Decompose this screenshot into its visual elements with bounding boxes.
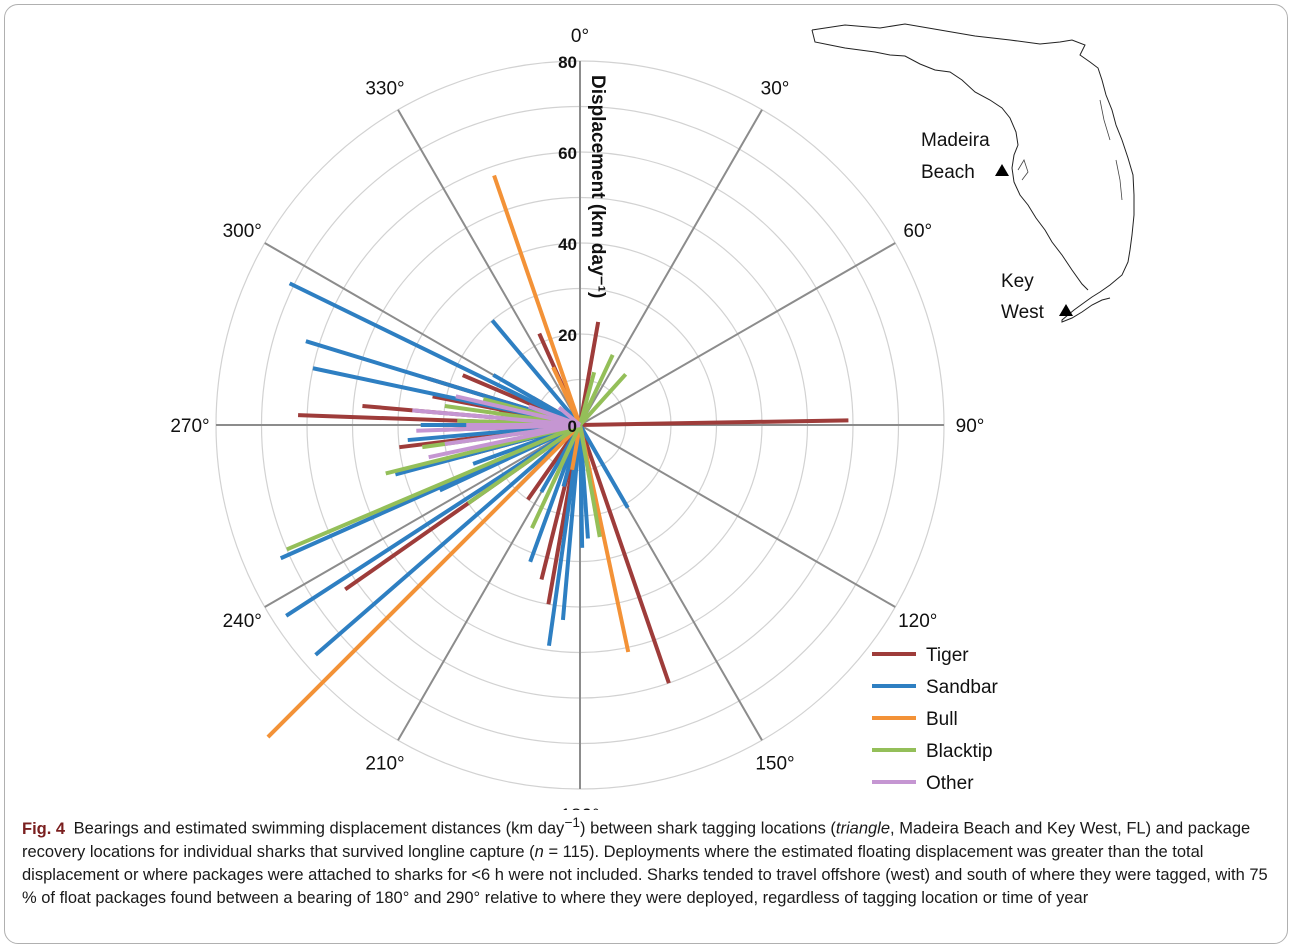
caption-italic-n: n bbox=[534, 842, 544, 861]
triangle-icon bbox=[995, 164, 1009, 176]
data-line-bull bbox=[492, 174, 582, 426]
data-line-blacktip bbox=[578, 371, 597, 426]
polar-grid bbox=[215, 60, 945, 790]
caption-italic-triangle: triangle bbox=[835, 819, 891, 838]
angular-tick-label: 150° bbox=[755, 754, 794, 775]
radial-tick-label: 60 bbox=[558, 144, 577, 163]
angular-tick-label: 60° bbox=[903, 221, 932, 242]
radial-tick-label: 40 bbox=[558, 235, 577, 254]
grid-spoke bbox=[397, 109, 581, 426]
data-line-blacktip bbox=[578, 424, 602, 538]
data-line-blacktip bbox=[578, 354, 615, 426]
radial-tick-label: 20 bbox=[558, 326, 577, 345]
data-line-other bbox=[455, 394, 581, 427]
data-line-other bbox=[444, 423, 581, 446]
caption-text-1: Bearings and estimated swimming displace… bbox=[69, 819, 565, 838]
grid-spoke bbox=[579, 242, 896, 426]
angular-tick-label: 270° bbox=[170, 416, 209, 437]
angular-tick-label: 330° bbox=[365, 78, 404, 99]
data-line-other bbox=[412, 408, 581, 427]
legend-item-sandbar: Sandbar bbox=[872, 677, 999, 698]
legend-label-other: Other bbox=[926, 773, 974, 794]
data-line-tiger bbox=[579, 418, 849, 427]
data-line-blacktip bbox=[467, 423, 582, 505]
legend-label-tiger: Tiger bbox=[926, 645, 969, 666]
map-label-beach: Beach bbox=[921, 162, 975, 183]
caption-superscript: −1 bbox=[564, 815, 580, 830]
grid-spoke bbox=[264, 424, 581, 608]
data-line-blacktip bbox=[578, 372, 628, 427]
figure-frame bbox=[4, 4, 1288, 944]
data-line-tiger bbox=[578, 424, 671, 684]
radial-tick-label: 80 bbox=[558, 53, 577, 72]
data-line-other bbox=[528, 404, 581, 427]
angular-tick-label: 240° bbox=[223, 611, 262, 632]
angular-tick-labels: 0° 30° 60° 90° 120° 150° 180° 210° 240° 270° 300° 3… bbox=[170, 26, 984, 810]
data-line-sandbar bbox=[492, 373, 581, 427]
legend-label-blacktip: Blacktip bbox=[926, 741, 993, 762]
angular-tick-label: 300° bbox=[223, 221, 262, 242]
map-label-key: Key bbox=[1001, 271, 1034, 292]
grid-spoke bbox=[579, 424, 896, 608]
legend-label-bull: Bull bbox=[926, 709, 958, 730]
figure-label: Fig. 4 bbox=[22, 819, 66, 838]
radial-tick-label: 0 bbox=[568, 417, 577, 436]
data-line-bull bbox=[551, 366, 582, 426]
florida-map: Madeira Beach Key West bbox=[811, 23, 1135, 323]
florida-coast-detail bbox=[1017, 99, 1123, 201]
radial-axis-label: Displacement (km day⁻¹) bbox=[587, 75, 608, 298]
angular-tick-label: 180° bbox=[560, 806, 599, 810]
data-line-blacktip bbox=[530, 424, 582, 529]
legend: Tiger Sandbar Bull Blacktip Other bbox=[872, 645, 999, 794]
radial-tick-labels: 0 20 40 60 80 bbox=[558, 53, 577, 436]
legend-item-blacktip: Blacktip bbox=[872, 741, 993, 762]
map-label-madeira: Madeira bbox=[921, 130, 990, 151]
legend-label-sandbar: Sandbar bbox=[926, 677, 999, 698]
data-line-sandbar bbox=[285, 423, 582, 618]
polar-chart: 0° 30° 60° 90° 120° 150° 180° 210° 240° 270° 300° 3… bbox=[170, 23, 1135, 810]
data-line-sandbar bbox=[560, 424, 582, 621]
caption-text-2: ) between shark tagging locations ( bbox=[580, 819, 836, 838]
data-line-sandbar bbox=[578, 423, 630, 509]
data-line-other bbox=[557, 405, 582, 427]
data-line-sandbar bbox=[490, 319, 582, 427]
legend-item-bull: Bull bbox=[872, 709, 958, 730]
angular-tick-label: 90° bbox=[956, 416, 985, 437]
data-line-blacktip bbox=[286, 423, 581, 552]
legend-item-tiger: Tiger bbox=[872, 645, 969, 666]
figure-caption: Fig. 4 Bearings and estimated swimming d… bbox=[22, 811, 1272, 910]
angular-tick-label: 210° bbox=[365, 754, 404, 775]
caption-text-3: , Madeira Beach and Key West, FL) and pa… bbox=[22, 819, 1251, 861]
grid-spoke bbox=[579, 109, 763, 426]
data-line-sandbar bbox=[314, 423, 582, 657]
data-line-sandbar bbox=[528, 424, 582, 563]
legend-item-other: Other bbox=[872, 773, 974, 794]
angular-tick-label: 0° bbox=[571, 26, 589, 47]
series-layer bbox=[266, 174, 849, 739]
map-label-west: West bbox=[1001, 302, 1045, 323]
data-line-bull bbox=[266, 423, 582, 739]
florida-outline bbox=[811, 23, 1135, 323]
data-line-sandbar bbox=[288, 281, 581, 427]
angular-tick-label: 30° bbox=[761, 78, 790, 99]
caption-text-4: = 115). Deployments where the estimated … bbox=[22, 842, 1268, 907]
angular-tick-label: 120° bbox=[898, 611, 937, 632]
triangle-icon bbox=[1059, 304, 1073, 316]
